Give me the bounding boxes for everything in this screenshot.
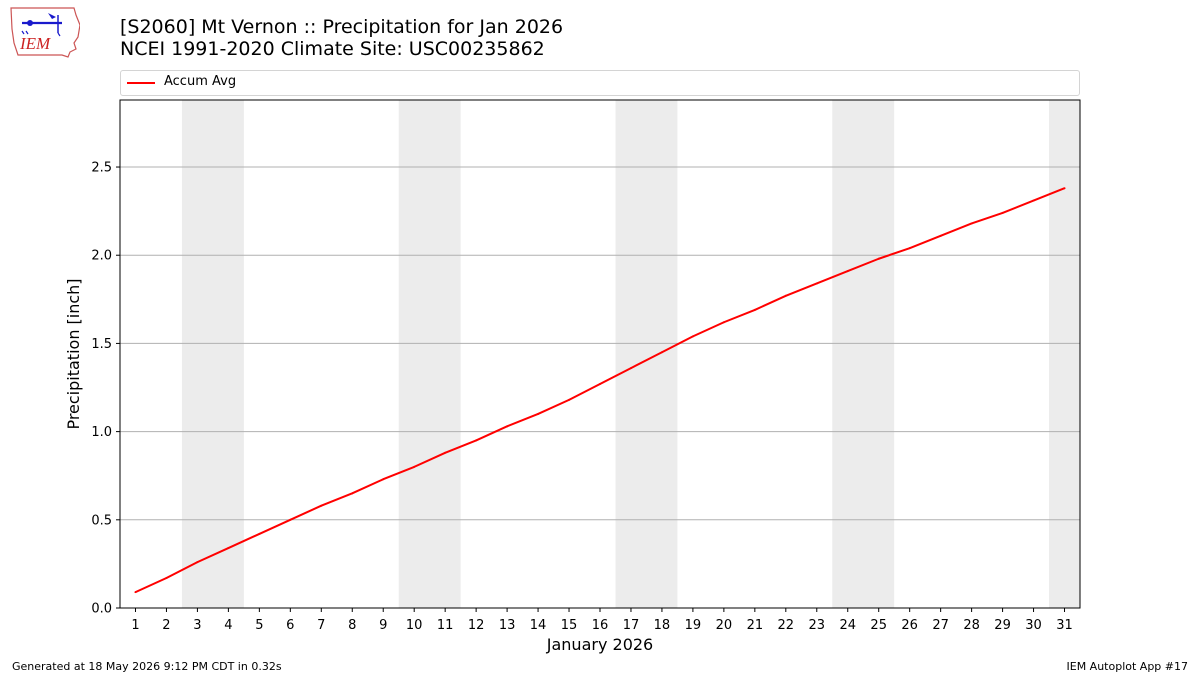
data-point	[691, 335, 694, 338]
chart-title-line2: NCEI 1991-2020 Climate Site: USC00235862	[120, 38, 545, 60]
x-tick-label: 10	[406, 618, 423, 633]
data-point	[320, 504, 323, 507]
logo-text: IEM	[19, 34, 51, 53]
data-point	[629, 367, 632, 370]
x-tick-label: 9	[379, 618, 387, 633]
x-tick-label: 24	[839, 618, 856, 633]
data-point	[1032, 199, 1035, 202]
x-tick-label: 15	[561, 618, 578, 633]
plot-frame	[119, 99, 1081, 609]
data-point	[444, 451, 447, 454]
weekend-band	[615, 100, 678, 608]
x-tick-label: 22	[778, 618, 795, 633]
y-tick-label: 2.0	[91, 249, 112, 264]
series-line-accum-avg	[135, 187, 1065, 594]
data-point	[506, 425, 509, 428]
y-axis-label: Precipitation [inch]	[64, 278, 83, 429]
legend-swatch-accum-avg	[127, 82, 155, 84]
x-tick-label: 6	[286, 618, 294, 633]
data-point	[815, 282, 818, 285]
y-tick-label: 2.5	[91, 161, 112, 176]
x-tick-label: 27	[932, 618, 949, 633]
weekend-band	[832, 100, 895, 608]
x-tick-label: 12	[468, 618, 485, 633]
x-tick-label: 30	[1025, 618, 1042, 633]
x-tick-label: 25	[870, 618, 887, 633]
data-point	[134, 591, 137, 594]
x-tick-label: 19	[685, 618, 702, 633]
x-tick-label: 14	[530, 618, 547, 633]
data-point	[1063, 187, 1066, 190]
data-point	[196, 561, 199, 564]
data-point	[165, 577, 168, 580]
data-point	[227, 547, 230, 550]
data-point	[1001, 211, 1004, 214]
data-point	[258, 532, 261, 535]
x-tick-label: 3	[193, 618, 201, 633]
data-point	[908, 247, 911, 250]
y-tick-label: 1.0	[91, 425, 112, 440]
x-axis-label: January 2026	[546, 635, 653, 654]
x-tick-label: 13	[499, 618, 516, 633]
y-tick-label: 0.0	[91, 602, 112, 617]
y-tick-label: 0.5	[91, 513, 112, 528]
x-tick-label: 21	[747, 618, 764, 633]
x-tick-label: 26	[901, 618, 918, 633]
wind-vane-icon	[48, 13, 56, 19]
x-tick-label: 16	[592, 618, 609, 633]
x-tick-label: 7	[317, 618, 325, 633]
x-tick-label: 17	[623, 618, 640, 633]
x-tick-label: 28	[963, 618, 980, 633]
data-point	[784, 294, 787, 297]
data-point	[722, 321, 725, 324]
x-tick-label: 5	[255, 618, 263, 633]
legend-label-accum-avg: Accum Avg	[164, 74, 237, 89]
data-point	[939, 234, 942, 237]
chart-title: [S2060] Mt Vernon :: Precipitation for J…	[120, 16, 563, 60]
data-point	[753, 308, 756, 311]
legend: Accum Avg	[120, 70, 1080, 96]
x-tick-label: 23	[809, 618, 826, 633]
y-tick-label: 1.5	[91, 337, 112, 352]
data-point	[413, 465, 416, 468]
x-tick-label: 31	[1056, 618, 1073, 633]
data-point	[289, 518, 292, 521]
iem-logo: IEM	[10, 7, 80, 58]
x-tick-label: 29	[994, 618, 1011, 633]
x-tick-label: 11	[437, 618, 454, 633]
x-tick-label: 18	[654, 618, 671, 633]
data-point	[537, 412, 540, 415]
footer-generated: Generated at 18 May 2026 9:12 PM CDT in …	[12, 660, 282, 673]
x-tick-label: 8	[348, 618, 356, 633]
weekend-band	[181, 100, 244, 608]
chart-title-line1: [S2060] Mt Vernon :: Precipitation for J…	[120, 16, 564, 38]
data-point	[568, 398, 571, 401]
footer-app: IEM Autoplot App #17	[1066, 660, 1189, 673]
data-point	[599, 382, 601, 385]
x-tick-label: 20	[716, 618, 733, 633]
data-point	[877, 257, 880, 260]
data-point	[660, 351, 663, 354]
data-point	[970, 222, 973, 225]
weekend-band	[398, 100, 461, 608]
data-point	[475, 439, 478, 442]
data-point	[351, 492, 354, 495]
weekend-band	[1049, 100, 1080, 608]
x-tick-label: 2	[162, 618, 170, 633]
rain-drops-icon	[21, 30, 61, 37]
data-point	[846, 270, 849, 273]
x-tick-label: 1	[131, 618, 139, 633]
x-tick-label: 4	[224, 618, 232, 633]
data-point	[382, 478, 385, 481]
weather-station-dot	[27, 20, 33, 26]
iowa-outline-shape	[10, 7, 80, 58]
